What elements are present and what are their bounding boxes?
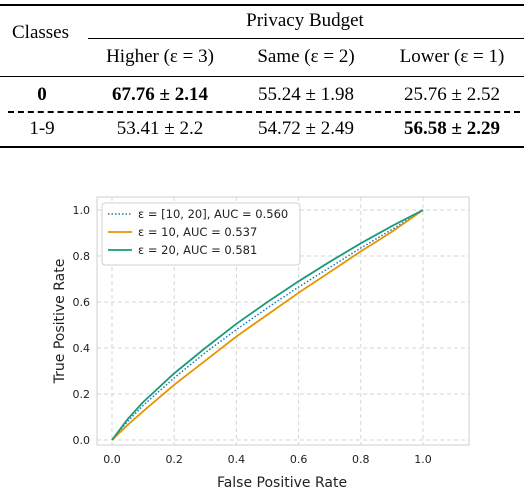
y-tick-label: 0.2 [73,388,91,401]
roc-series-line-0 [111,209,424,441]
results-table: Classes Privacy Budget Higher (ε = 3) Sa… [0,0,524,150]
x-tick-label: 1.0 [414,453,432,466]
x-tick-labels: 0.0 0.2 0.4 0.6 0.8 1.0 [103,453,432,466]
y-axis-label: True Positive Rate [52,259,68,385]
roc-series-line-2 [111,209,424,441]
row-label-0: 0 [37,84,47,105]
group-underline [88,38,524,39]
legend: ε = [10, 20], AUC = 0.560 ε = 10, AUC = … [101,202,301,266]
col-header-same: Same (ε = 2) [257,46,355,67]
cell-0-same: 55.24 ± 1.98 [258,84,354,105]
x-tick-label: 0.8 [352,453,370,466]
x-tick-label: 0.2 [165,453,183,466]
y-tick-labels: 0.0 0.2 0.4 0.6 0.8 1.0 [73,204,91,447]
cell-1-same: 54.72 ± 2.49 [258,118,354,139]
legend-label-0: ε = [10, 20], AUC = 0.560 [138,207,288,221]
legend-label-1: ε = 10, AUC = 0.537 [138,225,257,239]
roc-chart: 0.0 0.2 0.4 0.6 0.8 1.0 0.0 0.2 0.4 0.6 0.8 1.0 Fa… [40,190,500,491]
x-tick-label: 0.6 [290,453,308,466]
cell-0-higher: 67.76 ± 2.14 [112,84,208,105]
legend-box [101,202,301,266]
bottom-rule [0,146,524,148]
top-rule [0,4,524,6]
legend-label-2: ε = 20, AUC = 0.581 [138,243,257,257]
x-tick-label: 0.0 [103,453,121,466]
col-header-lower: Lower (ε = 1) [399,46,505,67]
y-tick-label: 0.6 [73,296,91,309]
y-tick-label: 1.0 [73,204,91,217]
x-axis-label: False Positive Rate [217,475,347,488]
y-tick-label: 0.4 [73,342,91,355]
series-lines [111,209,424,441]
roc-series-line-1 [111,209,424,441]
plot-frame [96,196,470,446]
roc-chart-svg: 0.0 0.2 0.4 0.6 0.8 1.0 0.0 0.2 0.4 0.6 0.8 1.0 Fa… [52,196,470,491]
x-tick-label: 0.4 [228,453,246,466]
row-separator [8,111,520,113]
y-tick-label: 0.0 [73,434,91,447]
row-label-1-9: 1-9 [29,118,55,139]
y-tick-label: 0.8 [73,250,91,263]
col-header-higher: Higher (ε = 3) [106,46,214,67]
cell-1-higher: 53.41 ± 2.2 [116,118,204,139]
cell-1-lower: 56.58 ± 2.29 [404,118,500,139]
header-rule [0,76,524,77]
privacy-budget-header: Privacy Budget [246,10,364,31]
classes-header: Classes [12,22,69,43]
cell-0-lower: 25.76 ± 2.52 [404,84,500,105]
